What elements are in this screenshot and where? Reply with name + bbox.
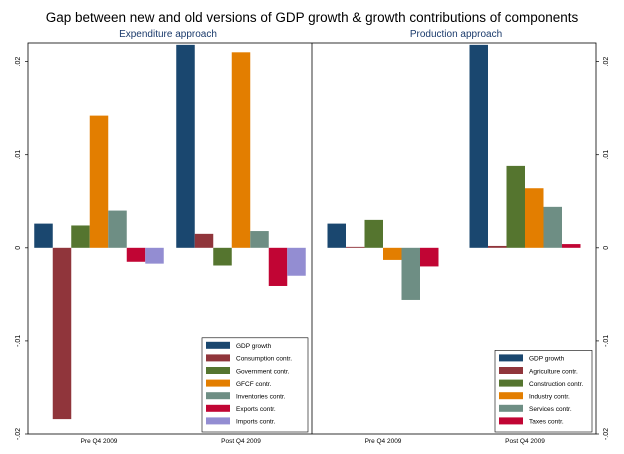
legend-label: Industry contr. bbox=[529, 394, 570, 401]
legend-label: GDP growth bbox=[529, 356, 565, 363]
x-category-label: Pre Q4 2009 bbox=[365, 438, 402, 445]
legend-swatch bbox=[499, 354, 523, 362]
y-tick-label-left: .01 bbox=[15, 150, 22, 160]
legend-swatch bbox=[499, 404, 523, 412]
y-tick-label-left: .02 bbox=[15, 57, 22, 67]
panel-subtitle-production: Production approach bbox=[410, 29, 502, 40]
legend-swatch bbox=[499, 367, 523, 374]
bar-prod-1-0 bbox=[469, 44, 488, 248]
bar-exp-0-6 bbox=[145, 247, 164, 264]
bar-exp-0-0 bbox=[34, 223, 53, 248]
bar-prod-1-1 bbox=[488, 245, 507, 248]
y-tick-label-left: -.02 bbox=[15, 428, 22, 440]
legend-swatch bbox=[206, 367, 230, 374]
legend-label: Taxes contr. bbox=[529, 419, 564, 426]
bar-prod-0-3 bbox=[383, 247, 402, 260]
y-tick-label-right: -.02 bbox=[603, 428, 610, 440]
legend-label: Construction contr. bbox=[529, 381, 583, 388]
bar-prod-1-3 bbox=[525, 188, 544, 248]
y-tick-label-right: .01 bbox=[603, 150, 610, 160]
legend-label: GFCF contr. bbox=[236, 381, 272, 388]
legend-swatch bbox=[206, 417, 230, 425]
bar-exp-0-1 bbox=[52, 247, 72, 420]
panel-subtitle-expenditure: Expenditure approach bbox=[119, 29, 217, 40]
legend-swatch bbox=[499, 392, 523, 400]
legend-swatch bbox=[499, 379, 523, 387]
legend-label: Consumption contr. bbox=[236, 356, 292, 363]
bar-prod-1-5 bbox=[562, 244, 581, 248]
legend-swatch bbox=[206, 354, 230, 362]
y-tick-label-left: 0 bbox=[15, 246, 22, 250]
legend-swatch bbox=[499, 417, 523, 425]
bar-prod-0-5 bbox=[420, 247, 439, 267]
bar-exp-1-0 bbox=[176, 44, 195, 248]
y-tick-label-left: -.01 bbox=[15, 335, 22, 347]
bar-prod-0-1 bbox=[346, 246, 365, 248]
x-category-label: Pre Q4 2009 bbox=[81, 438, 118, 445]
legend-label: Inventories contr. bbox=[236, 394, 286, 401]
legend-label: Imports contr. bbox=[236, 419, 276, 426]
bar-exp-1-1 bbox=[194, 233, 214, 248]
bar-prod-0-2 bbox=[364, 219, 383, 248]
bar-exp-0-4 bbox=[108, 210, 127, 248]
legend-swatch bbox=[206, 341, 230, 349]
legend-swatch bbox=[206, 392, 230, 400]
y-tick-label-right: .02 bbox=[603, 57, 610, 67]
x-category-label: Post Q4 2009 bbox=[221, 438, 261, 445]
legend-label: GDP growth bbox=[236, 343, 272, 350]
bar-exp-0-3 bbox=[89, 115, 109, 248]
x-category-label: Post Q4 2009 bbox=[505, 438, 545, 445]
bar-exp-1-2 bbox=[213, 247, 232, 266]
legend-label: Exports contr. bbox=[236, 406, 276, 413]
bar-prod-1-2 bbox=[506, 165, 525, 248]
legend-label: Services contr. bbox=[529, 406, 572, 413]
bar-exp-0-2 bbox=[71, 225, 90, 248]
bar-exp-1-5 bbox=[268, 247, 288, 286]
bar-exp-1-6 bbox=[287, 247, 306, 276]
legend-label: Government contr. bbox=[236, 368, 290, 375]
bar-prod-0-0 bbox=[327, 223, 346, 248]
bar-exp-1-4 bbox=[250, 231, 269, 248]
y-tick-label-right: -.01 bbox=[603, 335, 610, 347]
legend-swatch bbox=[206, 379, 230, 387]
bar-prod-0-4 bbox=[401, 247, 420, 300]
legend-swatch bbox=[206, 404, 230, 412]
chart-title: Gap between new and old versions of GDP … bbox=[46, 10, 579, 25]
bar-exp-1-3 bbox=[231, 52, 251, 248]
bar-prod-1-4 bbox=[543, 206, 562, 248]
y-tick-label-right: 0 bbox=[603, 246, 610, 250]
bar-exp-0-5 bbox=[126, 247, 146, 262]
legend-label: Agriculture contr. bbox=[529, 368, 578, 375]
